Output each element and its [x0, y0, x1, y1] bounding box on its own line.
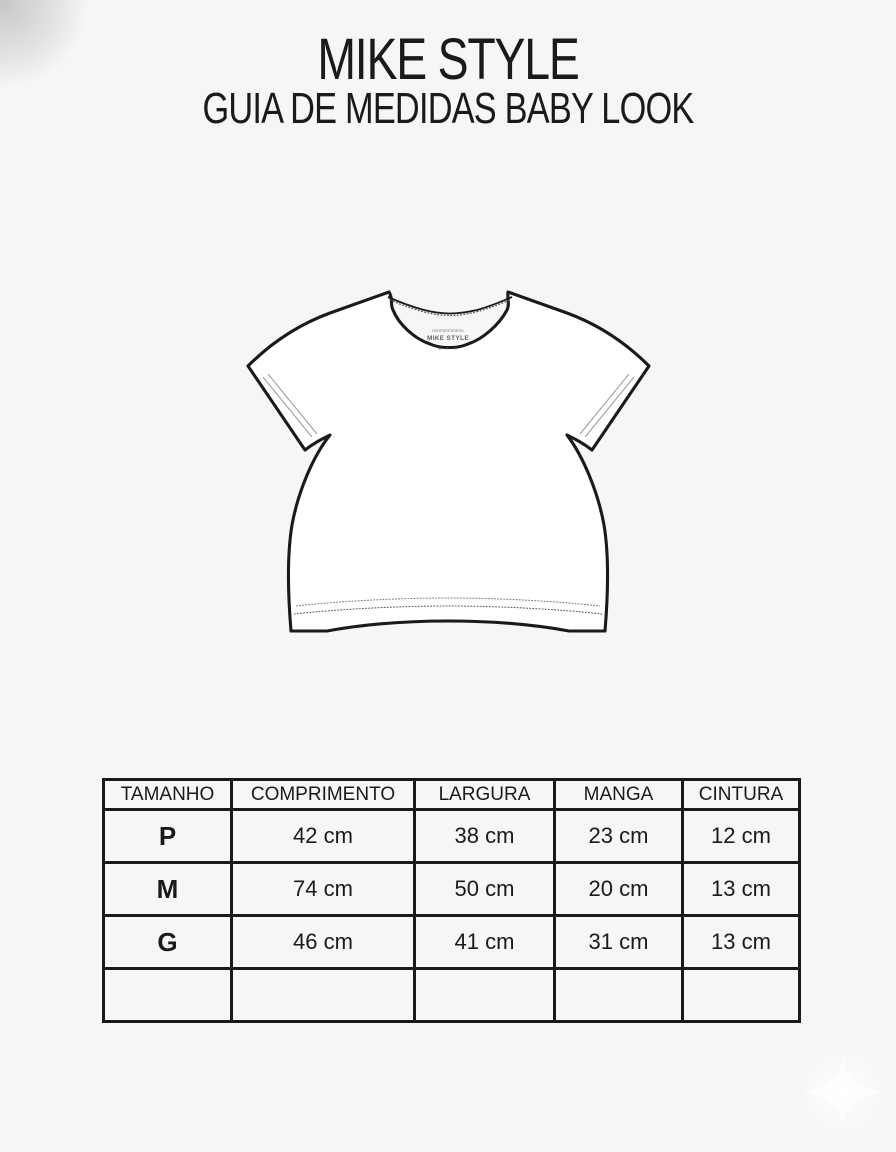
svg-text:mmmmmmmm: mmmmmmmm	[432, 328, 464, 333]
svg-text:★ ★ ★: ★ ★ ★	[437, 346, 458, 352]
svg-text:MIKE STYLE: MIKE STYLE	[427, 335, 469, 342]
